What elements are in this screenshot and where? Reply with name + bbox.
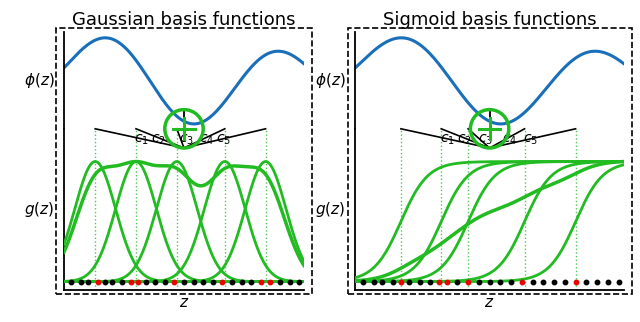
- X-axis label: $z$: $z$: [484, 295, 495, 310]
- Text: $c_1$: $c_1$: [134, 133, 149, 147]
- Y-axis label: $g(z)$: $g(z)$: [315, 200, 346, 219]
- Text: $c_2$: $c_2$: [151, 133, 166, 147]
- Text: $c_3$: $c_3$: [478, 133, 493, 147]
- X-axis label: $z$: $z$: [179, 295, 189, 310]
- Text: $c_2$: $c_2$: [457, 133, 472, 147]
- Title: Gaussian basis functions: Gaussian basis functions: [72, 11, 296, 29]
- Y-axis label: $\phi(z)$: $\phi(z)$: [24, 71, 54, 90]
- Text: $c_4$: $c_4$: [198, 133, 214, 147]
- Y-axis label: $\phi(z)$: $\phi(z)$: [315, 71, 346, 90]
- Text: $c_4$: $c_4$: [502, 133, 517, 147]
- Text: $c_3$: $c_3$: [179, 133, 193, 147]
- Title: Sigmoid basis functions: Sigmoid basis functions: [383, 11, 596, 29]
- Text: $c_1$: $c_1$: [440, 133, 454, 147]
- Text: $c_5$: $c_5$: [216, 133, 231, 147]
- Y-axis label: $g(z)$: $g(z)$: [24, 200, 54, 219]
- Text: $c_5$: $c_5$: [524, 133, 538, 147]
